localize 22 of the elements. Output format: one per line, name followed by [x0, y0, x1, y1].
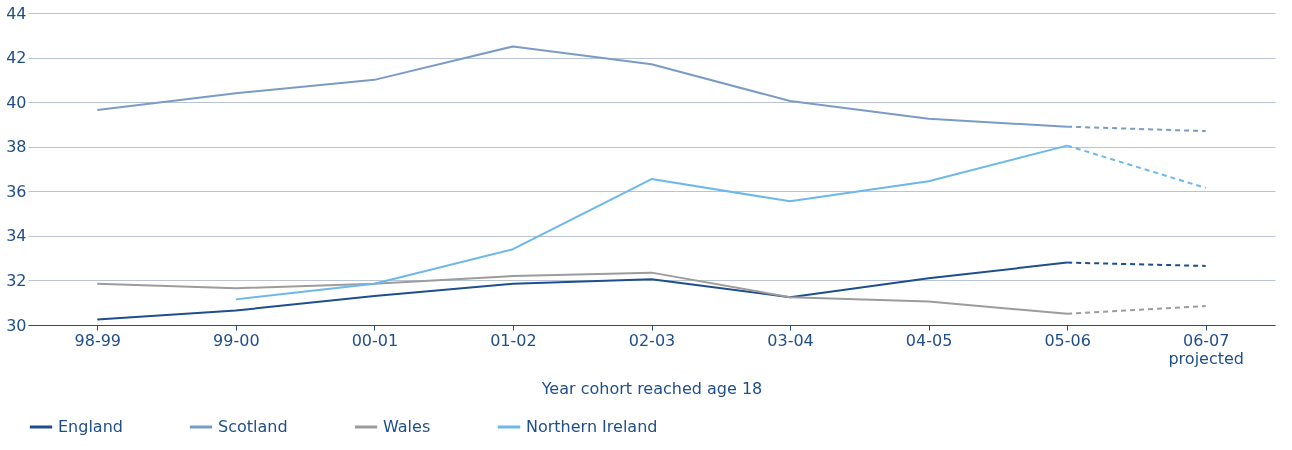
- legend-label: Scotland: [218, 417, 288, 436]
- x-tick-label: 00-01: [351, 330, 399, 350]
- x-tick-label: 02-03: [628, 330, 676, 350]
- y-tick-label: 30: [6, 315, 27, 335]
- x-tick-label: 99-00: [213, 330, 260, 350]
- x-tick-label: 04-05: [905, 330, 953, 350]
- y-tick-label: 42: [6, 48, 27, 68]
- x-tick-label: 05-06: [1044, 330, 1091, 350]
- y-tick-label: 32: [6, 270, 27, 290]
- y-tick-label: 44: [6, 3, 27, 23]
- y-tick-label: 36: [6, 181, 27, 201]
- legend-label: Wales: [383, 417, 431, 436]
- legend-label: England: [58, 417, 123, 436]
- y-tick-label: 34: [6, 226, 27, 246]
- legend-label: Northern Ireland: [526, 417, 658, 436]
- y-tick-label: 38: [6, 137, 27, 157]
- x-tick-label: 03-04: [767, 330, 814, 350]
- x-tick-label: 06-07 projected: [1168, 330, 1244, 368]
- x-tick-label: 01-02: [490, 330, 537, 350]
- x-tick-label: 98-99: [74, 330, 122, 350]
- x-axis-title: Year cohort reached age 18: [540, 378, 763, 398]
- y-tick-label: 40: [6, 92, 27, 112]
